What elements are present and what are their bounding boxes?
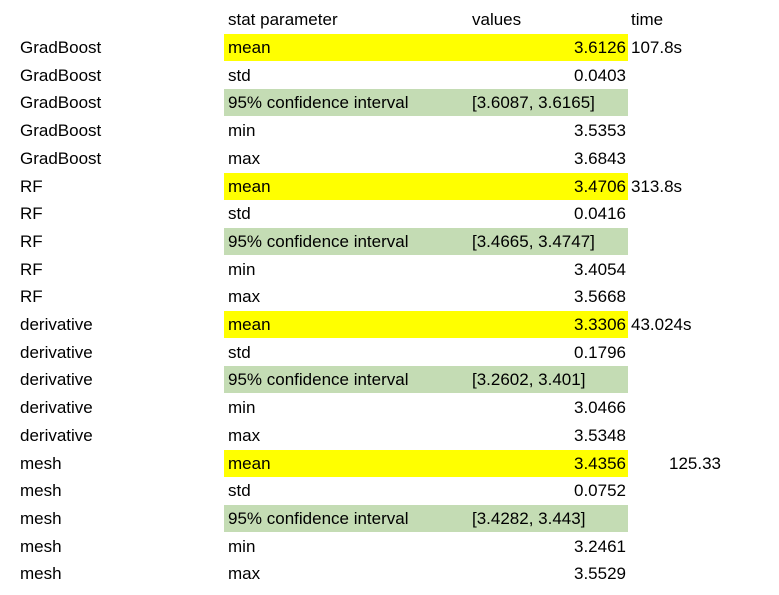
- param-cell: min: [228, 259, 256, 279]
- value-cell: 3.5668: [574, 287, 626, 307]
- value-cell: 3.3306: [464, 311, 628, 338]
- param-cell: min: [228, 398, 256, 418]
- time-cell: 107.8s: [631, 38, 683, 57]
- table-row: RF min 3.4054: [0, 256, 779, 283]
- param-cell: max: [228, 564, 261, 584]
- model-cell: RF: [20, 231, 43, 251]
- table-row: derivative min 3.0466: [0, 394, 779, 421]
- param-cell: std: [228, 204, 251, 224]
- table-row: GradBoost min 3.5353: [0, 117, 779, 144]
- table-row: derivative std 0.1796: [0, 339, 779, 366]
- table-row: derivative max 3.5348: [0, 422, 779, 449]
- value-cell: 0.0403: [574, 65, 626, 85]
- model-cell: RF: [20, 204, 43, 224]
- value-cell: 3.0466: [574, 398, 626, 418]
- param-cell: max: [228, 425, 261, 445]
- model-cell: RF: [20, 259, 43, 279]
- model-cell: derivative: [20, 370, 93, 390]
- table-row: GradBoost std 0.0403: [0, 62, 779, 89]
- param-cell: mean: [224, 311, 464, 338]
- value-cell: [3.4282, 3.443]: [464, 504, 628, 532]
- param-cell: min: [228, 121, 256, 141]
- value-cell: 3.5529: [574, 564, 626, 584]
- header-time: time: [631, 10, 664, 29]
- table-row: RF std 0.0416: [0, 200, 779, 227]
- table-row: RF mean 3.4706 313.8s: [0, 172, 779, 200]
- param-cell: 95% confidence interval: [224, 227, 464, 255]
- value-cell: [3.2602, 3.401]: [464, 366, 628, 394]
- value-cell: 3.4356: [464, 449, 628, 477]
- table-row: GradBoost max 3.6843: [0, 145, 779, 172]
- table-row: derivative 95% confidence interval [3.2602…: [0, 366, 779, 394]
- model-cell: RF: [20, 287, 43, 307]
- param-cell: std: [228, 481, 251, 501]
- table-row: derivative mean 3.3306 43.024s: [0, 311, 779, 338]
- value-cell: [3.4665, 3.4747]: [464, 227, 628, 255]
- model-cell: GradBoost: [20, 65, 102, 85]
- table-row: mesh 95% confidence interval [3.4282, 3.44…: [0, 504, 779, 532]
- value-cell: 0.0416: [574, 204, 626, 224]
- header-stat-parameter: stat parameter: [228, 10, 338, 29]
- time-cell: 313.8s: [631, 176, 683, 196]
- model-cell: mesh: [20, 453, 62, 473]
- model-cell: GradBoost: [20, 93, 102, 113]
- table-row: GradBoost mean 3.6126 107.8s: [0, 34, 779, 61]
- model-cell: GradBoost: [20, 38, 102, 57]
- model-cell: mesh: [20, 481, 62, 501]
- time-cell: 125.33: [669, 453, 721, 473]
- value-cell: 3.4054: [574, 259, 626, 279]
- model-cell: derivative: [20, 342, 93, 362]
- table-row: mesh min 3.2461: [0, 533, 779, 560]
- table-row: mesh mean 3.4356 125.33: [0, 449, 779, 477]
- param-cell: max: [228, 148, 261, 168]
- value-cell: 3.4706: [464, 172, 628, 200]
- model-cell: derivative: [20, 425, 93, 445]
- param-cell: std: [228, 342, 251, 362]
- time-cell: 43.024s: [631, 315, 692, 334]
- param-cell: 95% confidence interval: [224, 89, 464, 117]
- table-row: RF max 3.5668: [0, 283, 779, 310]
- table-row: GradBoost 95% confidence interval [3.6087,…: [0, 89, 779, 117]
- table-row: mesh std 0.0752: [0, 477, 779, 504]
- model-cell: derivative: [20, 315, 93, 334]
- header-values: values: [472, 10, 522, 29]
- value-cell: 0.0752: [574, 481, 626, 501]
- model-cell: mesh: [20, 564, 62, 584]
- model-cell: mesh: [20, 508, 62, 528]
- value-cell: 3.6126: [464, 34, 628, 61]
- table-row: RF 95% confidence interval [3.4665, 3.4747…: [0, 227, 779, 255]
- value-cell: 3.6843: [574, 148, 626, 168]
- value-cell: 3.5353: [574, 121, 626, 141]
- model-cell: GradBoost: [20, 148, 102, 168]
- value-cell: [3.6087, 3.6165]: [464, 89, 628, 117]
- param-cell: std: [228, 65, 251, 85]
- model-cell: GradBoost: [20, 121, 102, 141]
- param-cell: max: [228, 287, 261, 307]
- table-row: mesh max 3.5529: [0, 560, 779, 587]
- param-cell: 95% confidence interval: [224, 366, 464, 394]
- value-cell: 3.5348: [574, 425, 626, 445]
- value-cell: 0.1796: [574, 342, 626, 362]
- value-cell: 3.2461: [574, 536, 626, 556]
- param-cell: 95% confidence interval: [224, 504, 464, 532]
- param-cell: mean: [224, 34, 464, 61]
- model-cell: derivative: [20, 398, 93, 418]
- param-cell: mean: [224, 172, 464, 200]
- model-cell: RF: [20, 176, 43, 196]
- model-cell: mesh: [20, 536, 62, 556]
- param-cell: min: [228, 536, 256, 556]
- param-cell: mean: [224, 449, 464, 477]
